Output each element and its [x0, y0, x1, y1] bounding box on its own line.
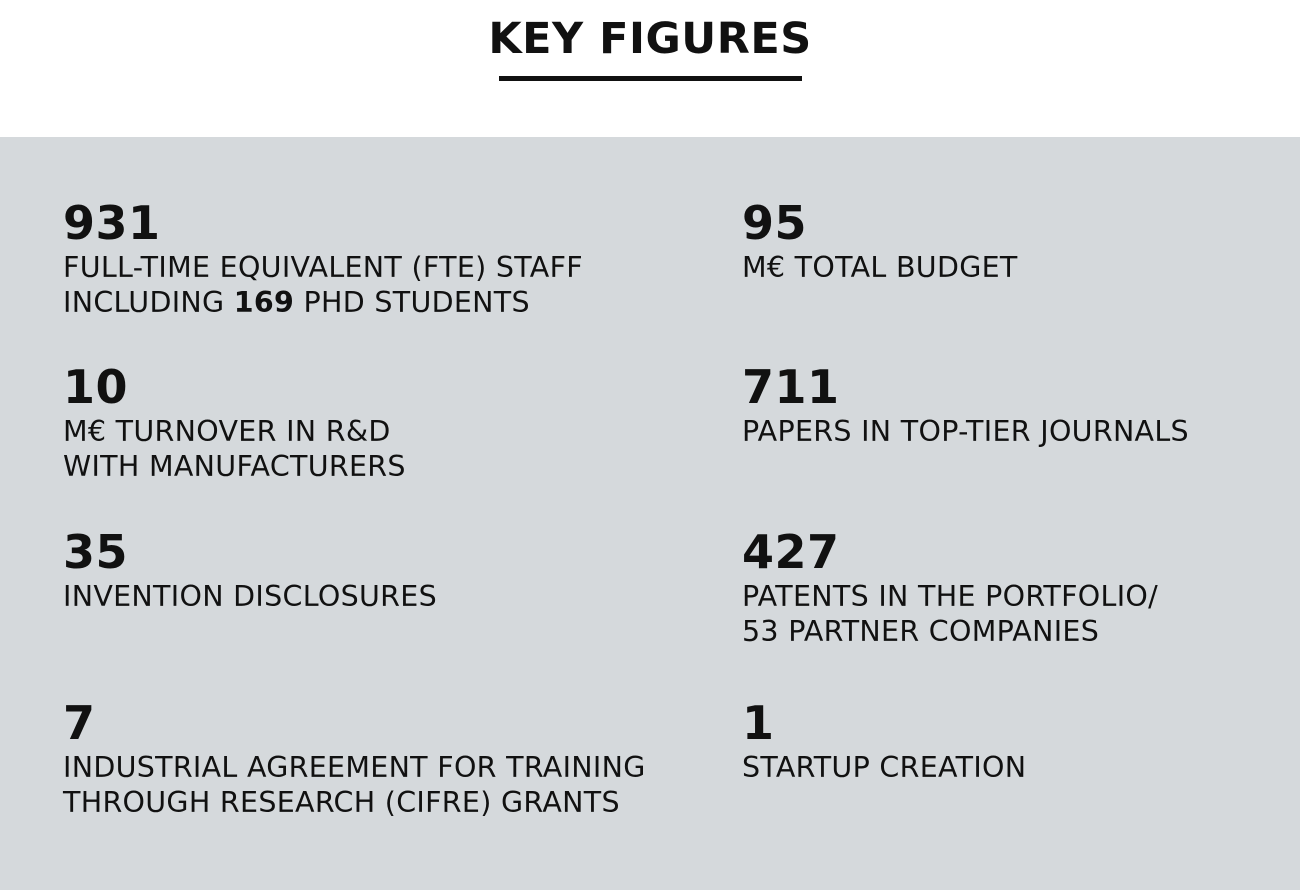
figure-value: 10	[63, 360, 129, 414]
figure-description: FULL-TIME EQUIVALENT (FTE) STAFF INCLUDI…	[63, 250, 703, 320]
figure-description-line: PATENTS IN THE PORTFOLIO/	[742, 580, 1159, 613]
figure-value: 35	[63, 525, 129, 579]
figure-description: M€ TURNOVER IN R&D WITH MANUFACTURERS	[63, 414, 703, 484]
figure-description: PAPERS IN TOP-TIER JOURNALS	[742, 414, 1262, 449]
figure-description-line: INDUSTRIAL AGREEMENT FOR TRAINING	[63, 751, 646, 784]
figure-description: INDUSTRIAL AGREEMENT FOR TRAINING THROUG…	[63, 750, 703, 820]
figure-turnover: 10 M€ TURNOVER IN R&D WITH MANUFACTURERS	[63, 362, 703, 484]
figure-description-line: FULL-TIME EQUIVALENT (FTE) STAFF	[63, 251, 583, 284]
figure-startup: 1 STARTUP CREATION	[742, 698, 1262, 785]
title-underline	[499, 76, 802, 81]
figure-description: INVENTION DISCLOSURES	[63, 579, 703, 614]
figure-description-text: INCLUDING	[63, 286, 234, 319]
figure-highlight-number: 169	[233, 286, 295, 319]
figure-description-line: INCLUDING 169 PHD STUDENTS	[63, 285, 703, 320]
figure-staff: 931 FULL-TIME EQUIVALENT (FTE) STAFF INC…	[63, 198, 703, 320]
page-title: KEY FIGURES	[488, 14, 812, 64]
figure-description-line: PAPERS IN TOP-TIER JOURNALS	[742, 415, 1189, 448]
figure-description-line: STARTUP CREATION	[742, 751, 1027, 784]
figure-inventions: 35 INVENTION DISCLOSURES	[63, 527, 703, 614]
key-figures-panel: 931 FULL-TIME EQUIVALENT (FTE) STAFF INC…	[0, 137, 1300, 890]
figure-patents: 427 PATENTS IN THE PORTFOLIO/ 53 PARTNER…	[742, 527, 1262, 649]
figure-value: 427	[742, 525, 840, 579]
header: KEY FIGURES	[0, 0, 1300, 137]
figure-description: M€ TOTAL BUDGET	[742, 250, 1262, 285]
figure-budget: 95 M€ TOTAL BUDGET	[742, 198, 1262, 285]
figure-description-text: PHD STUDENTS	[294, 286, 530, 319]
figure-description-line: M€ TURNOVER IN R&D	[63, 415, 391, 448]
figure-value: 931	[63, 196, 161, 250]
figure-papers: 711 PAPERS IN TOP-TIER JOURNALS	[742, 362, 1262, 449]
figure-value: 95	[742, 196, 808, 250]
figure-value: 711	[742, 360, 840, 414]
figure-value: 1	[742, 696, 775, 750]
figure-description: STARTUP CREATION	[742, 750, 1262, 785]
figure-description-line: INVENTION DISCLOSURES	[63, 580, 437, 613]
figure-description-line: THROUGH RESEARCH (CIFRE) GRANTS	[63, 786, 620, 819]
figure-description-line: 53 PARTNER COMPANIES	[742, 615, 1100, 648]
figure-value: 7	[63, 696, 96, 750]
figure-description-line: WITH MANUFACTURERS	[63, 450, 406, 483]
figure-description: PATENTS IN THE PORTFOLIO/ 53 PARTNER COM…	[742, 579, 1262, 649]
figure-description-line: M€ TOTAL BUDGET	[742, 251, 1018, 284]
figure-cifre-grants: 7 INDUSTRIAL AGREEMENT FOR TRAINING THRO…	[63, 698, 703, 820]
